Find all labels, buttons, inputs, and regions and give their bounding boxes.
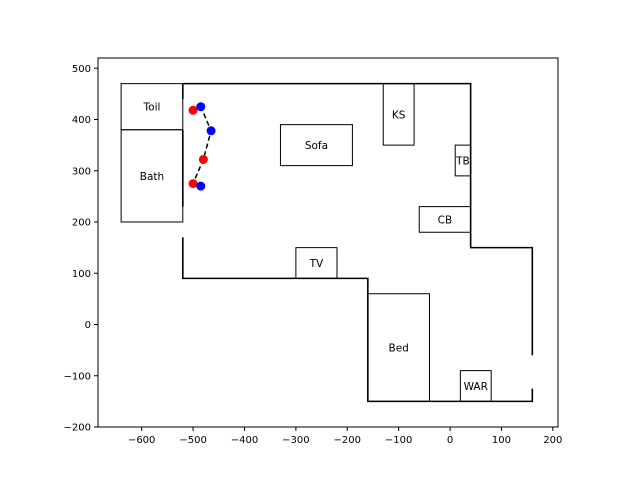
furniture-label-bath: Bath — [140, 171, 164, 183]
red-point-3 — [188, 179, 198, 189]
x-tick-label: −100 — [385, 435, 412, 446]
y-tick-label: 400 — [72, 115, 91, 126]
plot-frame — [97, 57, 559, 428]
x-tick-label: 200 — [543, 435, 562, 446]
path-line — [192, 105, 212, 187]
x-tick-label: 100 — [492, 435, 511, 446]
furniture-label-sofa: Sofa — [305, 140, 328, 152]
chart-marks: Toil Bath Sofa KS TB CB TV Bed WAR — [120, 82, 534, 403]
wall-segment-2 — [182, 237, 534, 403]
x-tick-label: −200 — [334, 435, 361, 446]
x-tick-label: 0 — [447, 435, 453, 446]
furniture-label-toil: Toil — [143, 102, 161, 114]
wall-segment-1 — [182, 82, 534, 356]
red-point-1 — [188, 105, 198, 115]
furniture-label-tb: TB — [455, 156, 470, 168]
y-tick-label: −100 — [64, 371, 91, 382]
x-tick-label: −300 — [282, 435, 309, 446]
blue-point-3 — [196, 181, 206, 191]
red-point-2 — [198, 154, 208, 164]
chart-axes: −600 −500 −400 −300 −200 −100 0 100 200 −200 −100 0… — [64, 64, 563, 446]
blue-point-2 — [206, 126, 216, 136]
furniture-label-cb: CB — [438, 214, 453, 226]
y-tick-label: 500 — [72, 64, 91, 75]
x-tick-label: −600 — [128, 435, 155, 446]
y-tick-label: −200 — [64, 423, 91, 434]
furniture-label-ks: KS — [392, 109, 406, 121]
y-tick-label: 0 — [85, 320, 91, 331]
y-tick-label: 200 — [72, 218, 91, 229]
furniture-label-bed: Bed — [388, 343, 408, 355]
x-tick-label: −500 — [179, 435, 206, 446]
x-tick-label: −400 — [231, 435, 258, 446]
y-tick-label: 100 — [72, 269, 91, 280]
furniture-sofa — [279, 124, 353, 167]
y-tick-label: 300 — [72, 166, 91, 177]
furniture-label-war: WAR — [464, 381, 488, 393]
blue-point-1 — [196, 102, 206, 112]
furniture-label-tv: TV — [309, 258, 324, 270]
